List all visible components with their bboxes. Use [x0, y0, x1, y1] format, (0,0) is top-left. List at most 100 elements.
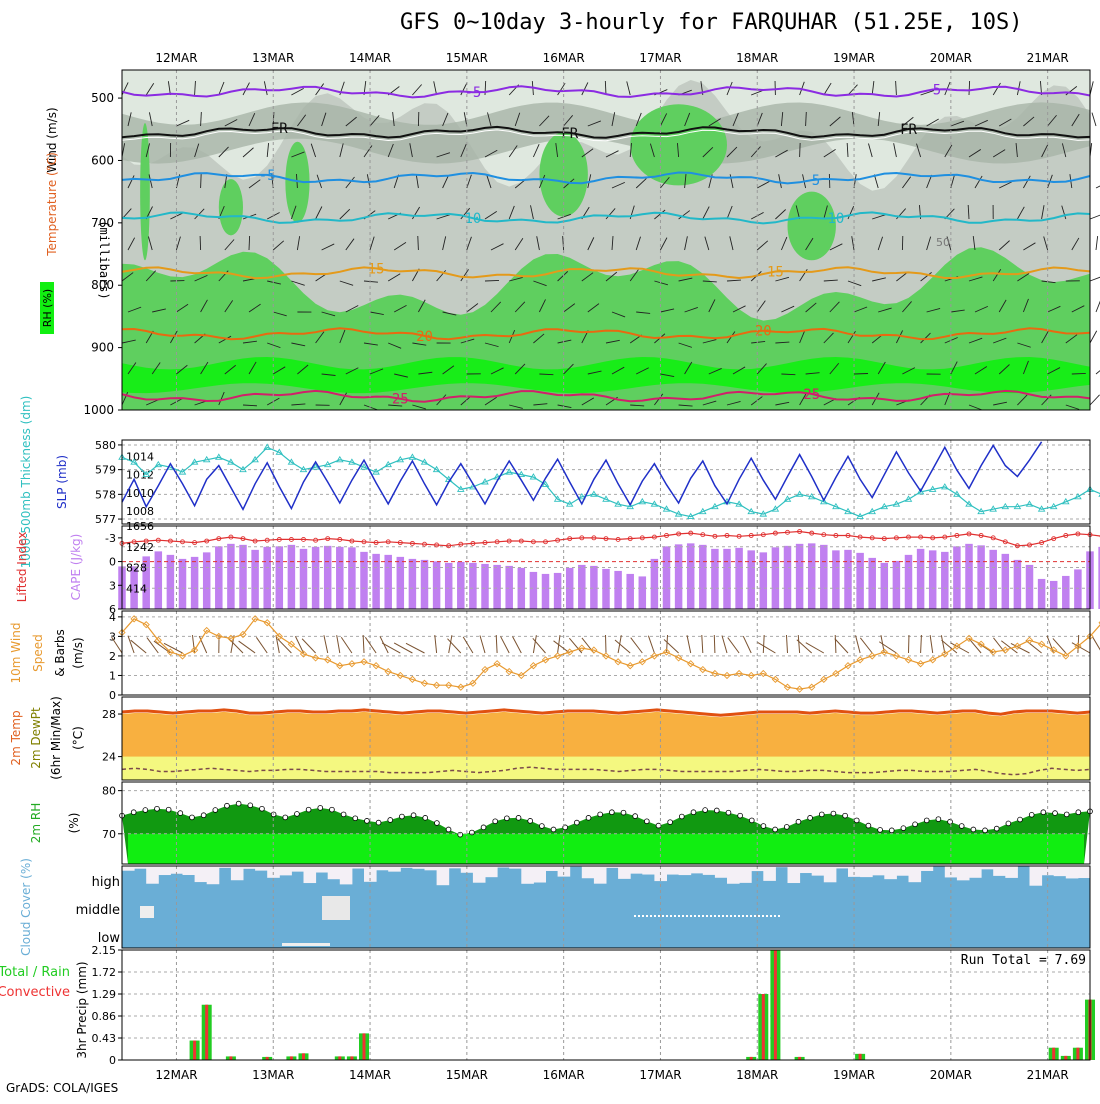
cloud-high-clear [727, 866, 740, 884]
cloud-high-clear [1005, 866, 1018, 878]
wind-barb [249, 236, 250, 250]
precip-tick-label: 2.15 [92, 944, 117, 957]
cape-bar [276, 546, 284, 609]
cape-bar [590, 566, 598, 609]
rh-marker [598, 812, 603, 817]
cape-bar [881, 563, 889, 609]
cape-bar [977, 545, 985, 609]
cloud-high-clear [521, 866, 534, 884]
thickness-tick-label: 579 [95, 464, 116, 477]
temp-axis-label-3: (6hr Min/Max) [49, 696, 63, 780]
precip-total-legend: Total / Rain [0, 965, 70, 980]
cape-bar [251, 550, 259, 609]
cloud-high-clear [957, 866, 970, 880]
precip-convective-bar [859, 1054, 862, 1060]
date-label-top: 16MAR [543, 51, 585, 65]
rh-marker [796, 819, 801, 824]
rh-marker [889, 828, 894, 833]
cape-tick-label: 414 [126, 582, 147, 595]
dewpoint-area [122, 757, 1090, 780]
rh-marker [668, 820, 673, 825]
cape-bar [457, 562, 465, 609]
isotherm-label: 20 [416, 329, 433, 345]
rh-marker [330, 807, 335, 812]
cape-bar [1074, 569, 1082, 609]
rh-marker [481, 825, 486, 830]
rh-marker [773, 827, 778, 832]
isotherm-label: 20 [755, 324, 772, 340]
cloud-high-clear [739, 866, 752, 883]
cloud-high-clear [1078, 866, 1091, 878]
rh-marker [609, 810, 614, 815]
cloud-high-clear [546, 866, 559, 871]
cloud-high-clear [183, 866, 196, 875]
pressure-tick-label: 900 [91, 341, 114, 355]
cape-bar [336, 547, 344, 609]
cape-bar [687, 543, 695, 609]
precip-convective-bar [350, 1056, 353, 1060]
precip-convective-bar [205, 1005, 208, 1060]
wind-tick-label: 4 [109, 611, 116, 624]
cloud-high-clear [691, 866, 704, 873]
wind-barb [1092, 113, 1096, 126]
cape-bar [288, 545, 296, 609]
date-label-top: 20MAR [930, 51, 972, 65]
cloud-high-clear [582, 866, 595, 878]
cape-bar [1002, 554, 1010, 609]
date-label-bottom: 13MAR [252, 1068, 294, 1082]
cape-bar [663, 546, 671, 609]
rh-marker [808, 815, 813, 820]
rh-marker [458, 832, 463, 837]
cape-bar [578, 565, 586, 609]
precip-convective-bar [762, 994, 765, 1060]
temp-units-label: (°C) [71, 726, 85, 750]
rh-marker [341, 812, 346, 817]
rh-marker [190, 815, 195, 820]
wind-barb [1096, 182, 1100, 188]
wind-units-label: (m/s) [71, 637, 85, 668]
cloud-high-clear [800, 866, 813, 873]
isotherm-label: FR [900, 122, 917, 138]
rh-marker [388, 818, 393, 823]
wind-barb [1090, 395, 1100, 405]
cloud-high-clear [279, 866, 292, 875]
thickness-tick-label: 580 [95, 439, 116, 452]
rh-marker [131, 810, 136, 815]
rh-marker [551, 827, 556, 832]
rh-marker [155, 806, 160, 811]
rh-marker [213, 808, 218, 813]
cloud-high-clear [146, 866, 159, 884]
precip-convective-bar [290, 1056, 293, 1060]
rh-marker [878, 828, 883, 833]
cloud-high-clear [231, 866, 244, 880]
cape-bar [917, 549, 925, 609]
rh-marker [166, 807, 171, 812]
cape-bar [699, 545, 707, 609]
rh-marker [866, 823, 871, 828]
cloud-high-clear [255, 866, 268, 871]
wind-tick-label: 2 [109, 650, 116, 663]
thickness-tick-label: 577 [95, 513, 116, 526]
cape-bar [893, 561, 901, 609]
pressure-tick-label: 1000 [83, 403, 114, 417]
rh-marker [1029, 812, 1034, 817]
date-label-bottom: 19MAR [833, 1068, 875, 1082]
slp-panel-bg [122, 440, 1090, 524]
surface-wind-barb [835, 635, 836, 653]
isotherm-label: 15 [767, 265, 784, 281]
surface-wind-barb [1092, 637, 1100, 653]
cape-bar [530, 572, 538, 609]
rh-marker [831, 811, 836, 816]
rh-marker [411, 813, 416, 818]
li-tick-label: 0 [109, 556, 116, 569]
precip-convective-bar [302, 1053, 305, 1060]
rh-marker [201, 813, 206, 818]
cape-bar [397, 557, 405, 609]
wind-tick-label: 1 [109, 669, 116, 682]
cape-bar [167, 555, 175, 609]
wind-barb [1090, 214, 1100, 219]
wind-barb [1096, 299, 1100, 312]
isotherm-label: -5 [924, 83, 941, 99]
